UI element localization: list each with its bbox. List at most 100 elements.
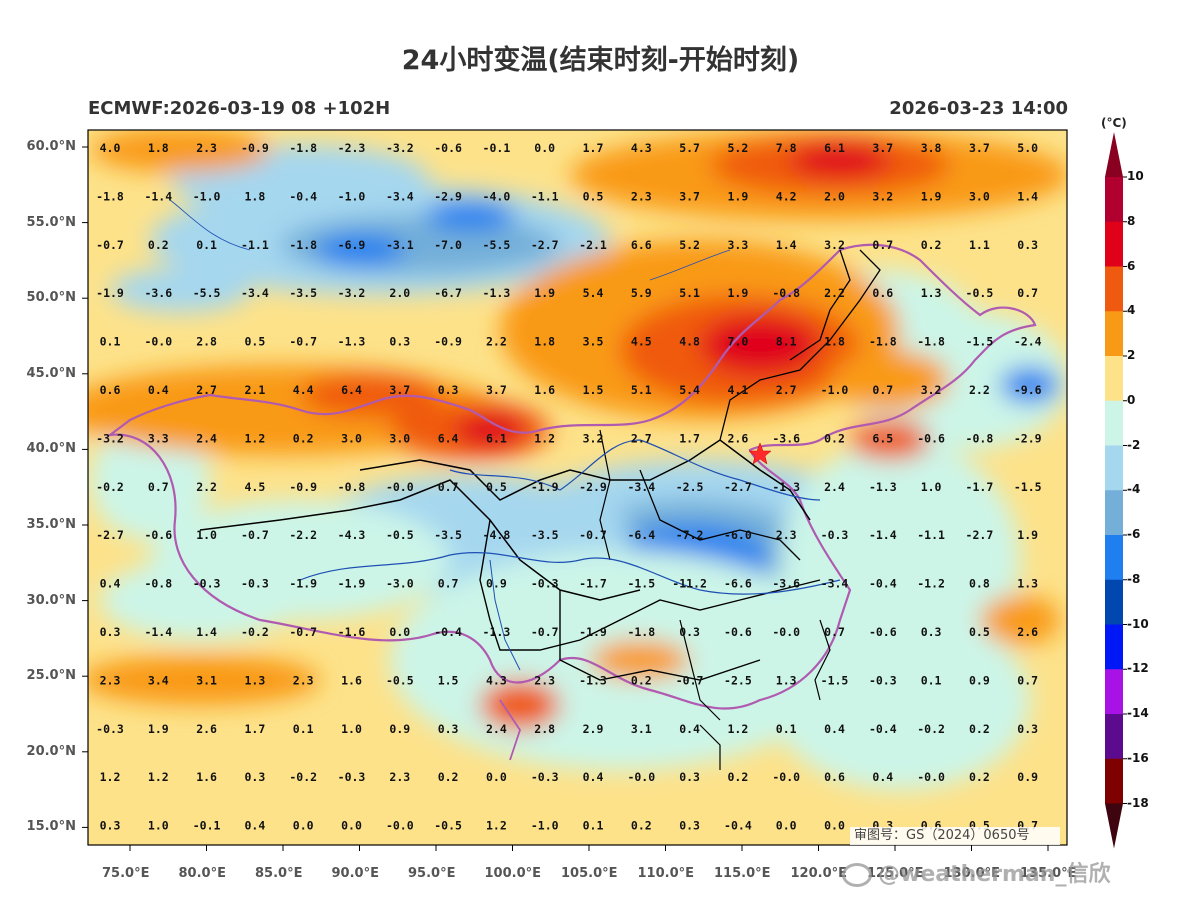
grid-value: 2.2 bbox=[824, 286, 845, 300]
grid-value: -3.2 bbox=[386, 141, 414, 155]
grid-value: -0.5 bbox=[434, 819, 462, 833]
grid-value: 3.7 bbox=[389, 383, 410, 397]
grid-value: 0.7 bbox=[438, 577, 459, 591]
x-tick-label: 75.0°E bbox=[102, 866, 150, 881]
grid-value: -1.5 bbox=[627, 577, 655, 591]
grid-value: -1.7 bbox=[579, 577, 607, 591]
grid-value: -1.1 bbox=[917, 528, 945, 542]
grid-value: -0.6 bbox=[724, 625, 752, 639]
grid-value: -1.9 bbox=[579, 625, 607, 639]
grid-value: -1.9 bbox=[289, 577, 317, 591]
grid-value: 0.4 bbox=[583, 770, 604, 784]
colorbar-segment bbox=[1105, 714, 1123, 760]
grid-value: 0.0 bbox=[534, 141, 555, 155]
grid-value: 0.0 bbox=[486, 770, 507, 784]
grid-value: 0.3 bbox=[100, 819, 121, 833]
grid-value: 0.3 bbox=[1017, 238, 1038, 252]
grid-value: 3.2 bbox=[824, 238, 845, 252]
grid-value: 2.2 bbox=[196, 480, 217, 494]
grid-value: 3.7 bbox=[872, 141, 893, 155]
grid-value: 0.1 bbox=[100, 335, 121, 349]
grid-value: -0.3 bbox=[241, 577, 269, 591]
grid-value: 0.4 bbox=[679, 722, 700, 736]
grid-value: -0.1 bbox=[193, 819, 221, 833]
grid-value: -1.0 bbox=[193, 189, 221, 203]
grid-value: -0.4 bbox=[289, 189, 317, 203]
grid-value: -3.5 bbox=[289, 286, 317, 300]
grid-value: 5.7 bbox=[679, 141, 700, 155]
grid-value: 6.4 bbox=[341, 383, 362, 397]
grid-value: -0.9 bbox=[289, 480, 317, 494]
grid-value: 6.6 bbox=[631, 238, 652, 252]
grid-value: -0.3 bbox=[531, 577, 559, 591]
grid-value: 3.0 bbox=[389, 431, 410, 445]
grid-value: 1.7 bbox=[679, 431, 700, 445]
grid-value: 1.3 bbox=[921, 286, 942, 300]
y-tick-label: 45.0°N bbox=[26, 365, 76, 381]
grid-value: 1.6 bbox=[534, 383, 555, 397]
grid-value: 1.8 bbox=[148, 141, 169, 155]
x-tick-label: 100.0°E bbox=[484, 866, 542, 881]
grid-value: -6.7 bbox=[434, 286, 462, 300]
colorbar-label: -16 bbox=[1127, 750, 1149, 765]
grid-value: 1.9 bbox=[921, 189, 942, 203]
grid-value: -3.4 bbox=[241, 286, 269, 300]
grid-value: 3.2 bbox=[872, 189, 893, 203]
grid-value: 1.9 bbox=[148, 722, 169, 736]
grid-value: 0.7 bbox=[824, 625, 845, 639]
x-tick-label: 135.0°E bbox=[1020, 866, 1077, 881]
grid-value: -3.4 bbox=[627, 480, 655, 494]
grid-value: 1.5 bbox=[438, 673, 459, 687]
x-tick-label: 105.0°E bbox=[561, 866, 618, 881]
grid-value: 3.3 bbox=[148, 431, 169, 445]
grid-value: -2.9 bbox=[434, 189, 462, 203]
grid-value: -0.7 bbox=[96, 238, 124, 252]
grid-value: 4.3 bbox=[631, 141, 652, 155]
grid-value: -2.7 bbox=[531, 238, 559, 252]
grid-value: 6.1 bbox=[824, 141, 845, 155]
grid-value: -1.9 bbox=[96, 286, 124, 300]
grid-value: 4.1 bbox=[728, 383, 749, 397]
grid-value: -4.8 bbox=[483, 528, 511, 542]
grid-value: 0.0 bbox=[389, 625, 410, 639]
grid-value: 3.4 bbox=[148, 673, 169, 687]
grid-value: 1.2 bbox=[148, 770, 169, 784]
grid-value: -3.6 bbox=[772, 431, 800, 445]
grid-value: 1.3 bbox=[1017, 577, 1038, 591]
grid-value: -7.2 bbox=[676, 528, 704, 542]
grid-value: -0.7 bbox=[289, 625, 317, 639]
grid-value: -0.3 bbox=[869, 673, 897, 687]
colorbar-segment bbox=[1105, 221, 1123, 267]
grid-value: 5.4 bbox=[679, 383, 700, 397]
grid-value: 3.5 bbox=[583, 335, 604, 349]
grid-value: 5.4 bbox=[583, 286, 604, 300]
grid-value: 2.8 bbox=[196, 335, 217, 349]
colorbar-label: -6 bbox=[1127, 527, 1141, 541]
grid-value: 0.6 bbox=[872, 286, 893, 300]
grid-value: 0.2 bbox=[728, 770, 749, 784]
grid-value: 0.9 bbox=[389, 722, 410, 736]
grid-value: 2.3 bbox=[196, 141, 217, 155]
grid-value: -1.3 bbox=[772, 480, 800, 494]
grid-value: -1.3 bbox=[483, 286, 511, 300]
grid-value: -0.3 bbox=[338, 770, 366, 784]
grid-value: 2.8 bbox=[534, 722, 555, 736]
grid-value: -1.1 bbox=[531, 189, 559, 203]
grid-value: -0.7 bbox=[676, 673, 704, 687]
grid-value: -1.3 bbox=[579, 673, 607, 687]
grid-value: 0.7 bbox=[1017, 286, 1038, 300]
chart-title: 24小时变温(结束时刻-开始时刻) bbox=[401, 45, 800, 76]
grid-value: 5.1 bbox=[679, 286, 700, 300]
grid-value: 2.3 bbox=[389, 770, 410, 784]
grid-value: -9.6 bbox=[1014, 383, 1042, 397]
colorbar-bottom-cap bbox=[1105, 803, 1123, 849]
grid-value: 2.7 bbox=[631, 431, 652, 445]
grid-value: 1.6 bbox=[341, 673, 362, 687]
grid-value: 0.7 bbox=[872, 238, 893, 252]
grid-value: -0.0 bbox=[386, 480, 414, 494]
colorbar-label: 4 bbox=[1127, 303, 1136, 318]
model-info: ECMWF:2026-03-19 08 +102H bbox=[88, 98, 391, 119]
grid-value: -2.7 bbox=[96, 528, 124, 542]
grid-value: 3.0 bbox=[969, 189, 990, 203]
grid-value: -0.9 bbox=[434, 335, 462, 349]
